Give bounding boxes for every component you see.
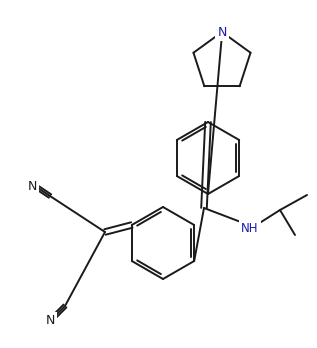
Text: NH: NH <box>241 221 259 235</box>
Text: N: N <box>217 25 227 39</box>
Text: N: N <box>27 180 37 192</box>
Text: N: N <box>45 315 55 327</box>
